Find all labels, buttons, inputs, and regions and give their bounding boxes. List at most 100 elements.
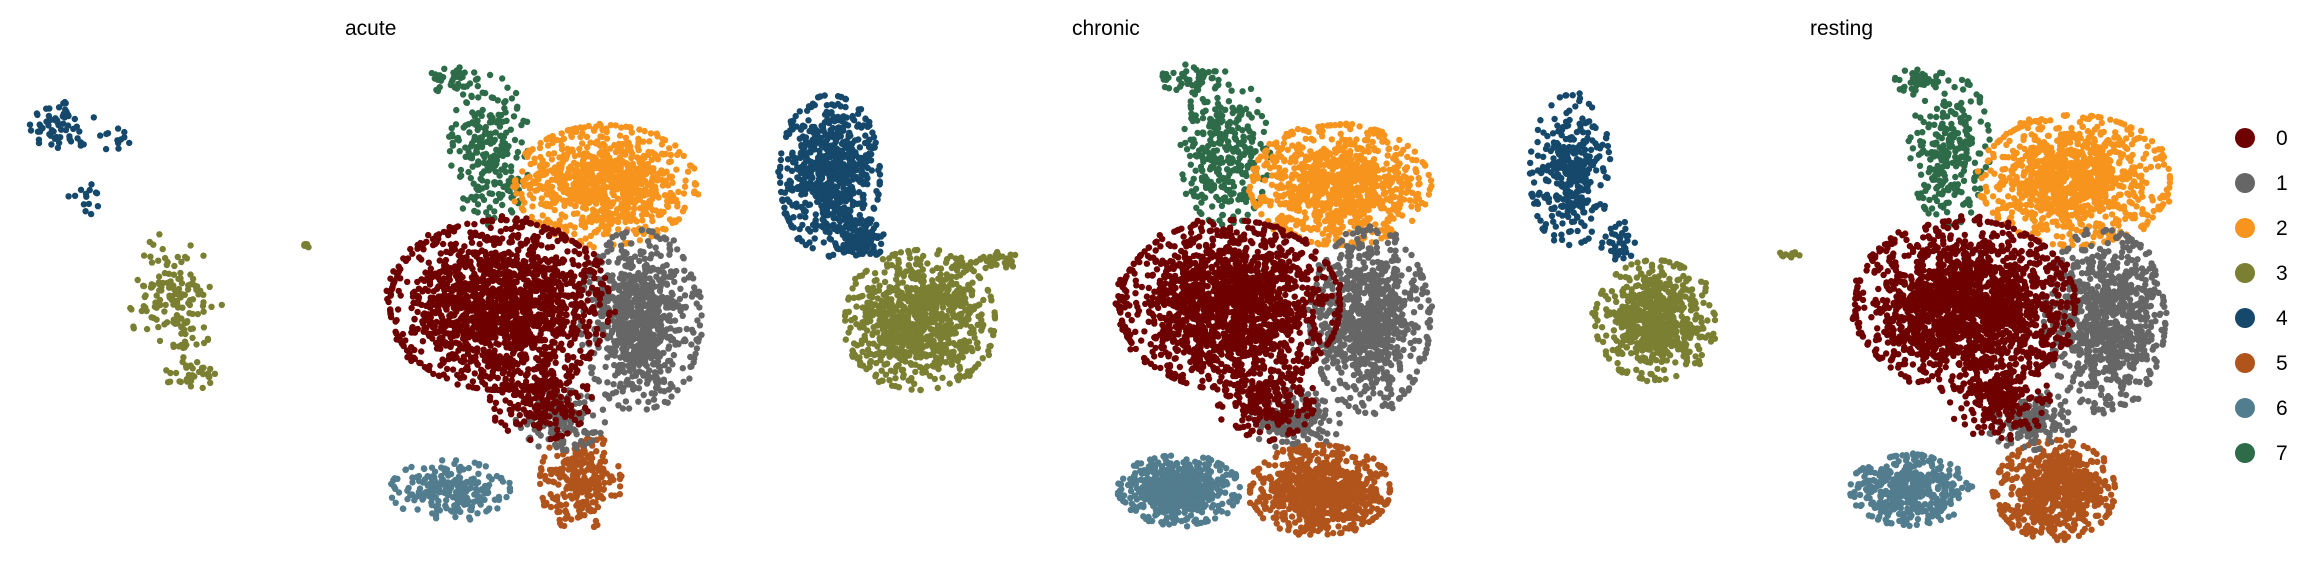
cell-point [82,208,88,214]
cell-point [491,304,497,310]
cell-point [588,165,594,171]
cell-point [656,268,662,274]
cell-point [476,257,482,263]
cell-point [572,314,578,320]
cell-point [574,184,580,190]
cell-point [409,474,415,480]
cell-point [201,324,207,330]
cell-point [533,172,539,178]
cell-point [34,112,40,118]
cell-point [627,256,633,262]
cell-point [467,154,473,160]
cell-point [653,244,659,250]
cell-point [499,75,505,81]
cell-point [200,309,206,315]
cell-point [416,478,422,484]
cell-point [587,493,593,499]
cell-point [869,167,875,173]
cell-point [72,116,78,122]
cell-point [431,296,437,302]
cell-point [446,277,452,283]
cell-point [449,508,455,514]
cell-point [496,117,502,123]
cell-point [585,290,591,296]
cell-point [677,286,683,292]
cell-point [544,295,550,301]
cell-point [502,109,508,115]
cell-point [404,279,410,285]
cell-point [527,192,533,198]
cell-point [630,353,636,359]
cell-point [570,463,576,469]
cell-point [563,311,569,317]
cell-point [524,323,530,329]
cell-point [558,301,564,307]
cell-point [562,183,568,189]
cell-point [415,300,421,306]
cell-point [435,274,441,280]
cell-point [467,516,473,522]
cell-point [171,287,177,293]
cell-point [503,376,509,382]
cell-point [641,392,647,398]
cell-point [421,329,427,335]
cell-point [459,248,465,254]
cell-point [624,203,630,209]
cell-point [492,387,498,393]
cell-point [513,90,519,96]
cell-point [682,336,688,342]
cell-point [408,464,414,470]
cell-point [639,343,645,349]
cell-point [636,378,642,384]
cell-point [541,502,547,508]
cell-point [590,412,596,418]
cell-point [586,340,592,346]
cell-point [496,288,502,294]
cell-point [649,229,655,235]
cell-point [500,293,506,299]
cell-point [475,94,481,100]
cell-point [654,250,660,256]
cell-point [588,174,594,180]
cell-point [484,163,490,169]
cell-point [454,381,460,387]
cell-point [468,93,474,99]
cell-point [27,122,33,128]
cell-point [187,271,193,277]
cell-point [155,258,161,264]
cell-point [517,304,523,310]
cell-point [658,333,664,339]
cell-point [187,242,193,248]
cell-point [186,310,192,316]
cell-point [584,218,590,224]
cell-point [609,272,615,278]
cell-point [173,370,179,376]
cell-point [430,236,436,242]
cell-point [640,330,646,336]
cell-point [670,305,676,311]
cell-point [570,354,576,360]
cell-point [176,292,182,298]
cell-point [625,147,631,153]
cell-point [426,260,432,266]
cell-point [682,184,688,190]
cell-point [502,98,508,104]
cell-point [545,405,551,411]
cell-point [680,208,686,214]
cell-point [121,129,127,135]
cell-point [388,481,394,487]
cell-point [563,501,569,507]
cell-point [522,240,528,246]
cell-point [444,302,450,308]
cell-point [470,120,476,126]
cell-point [578,162,584,168]
cell-point [435,498,441,504]
panel-acute: acute [27,17,705,530]
cell-point [156,273,162,279]
cell-point [643,190,649,196]
cell-point [590,437,596,443]
cell-point [527,401,533,407]
cell-point [468,507,474,513]
cell-point [477,241,483,247]
cell-point [613,149,619,155]
